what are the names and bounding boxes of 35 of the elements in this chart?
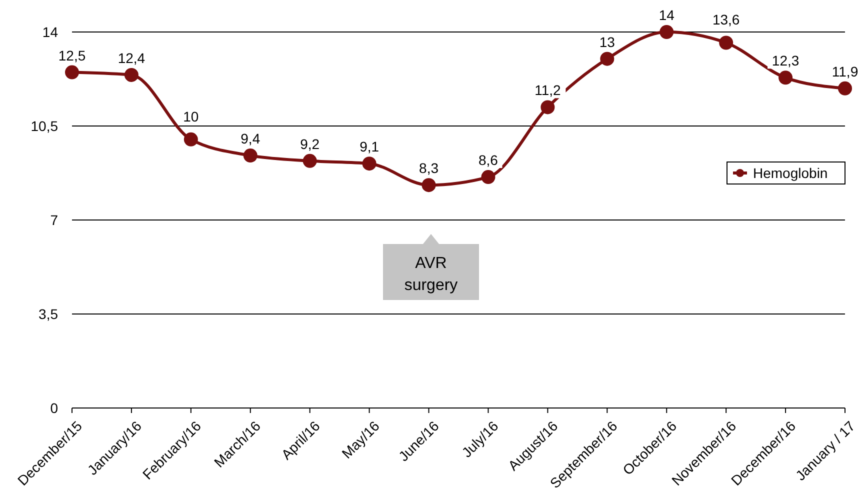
y-tick-label: 10,5 (30, 118, 58, 134)
point (540, 100, 555, 114)
y-tick-label: 7 (50, 212, 58, 228)
point (660, 25, 674, 39)
point (838, 81, 852, 96)
data-label: 13,6 (712, 12, 740, 28)
point (600, 52, 614, 66)
data-label: 8,6 (478, 152, 498, 168)
point (65, 65, 79, 80)
data-label: 12,3 (772, 52, 800, 69)
legend-label: Hemoglobin (753, 164, 828, 181)
data-label: 9,1 (360, 138, 380, 155)
point (481, 170, 496, 184)
point (184, 132, 198, 146)
data-label: 10 (183, 108, 199, 124)
point (124, 68, 138, 82)
annotation: AVR surgery (404, 255, 458, 294)
y-tick-label: 3,5 (38, 306, 58, 322)
y-tick-label: 0 (50, 400, 58, 416)
data-label: 12,4 (118, 50, 146, 66)
data-label: 9,4 (240, 130, 260, 147)
point (422, 178, 436, 192)
data-label: 8,3 (419, 160, 439, 176)
data-label: 9,2 (300, 136, 320, 152)
point (778, 70, 793, 85)
data-label: 11,9 (832, 63, 858, 80)
data-label: 12,5 (58, 47, 86, 64)
y-tick-label: 14 (42, 24, 58, 40)
point (719, 36, 734, 50)
data-label: 13 (599, 34, 616, 50)
data-label: 14 (658, 7, 675, 23)
point (302, 154, 317, 168)
data-label: 11,2 (534, 82, 562, 98)
point (362, 156, 376, 171)
point (243, 148, 258, 163)
